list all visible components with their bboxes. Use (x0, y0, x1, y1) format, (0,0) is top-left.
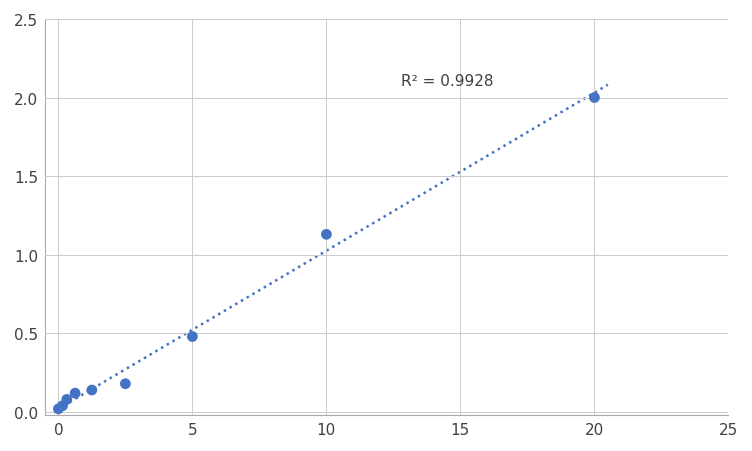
Point (186, 333, 199, 341)
Point (56, 402, 68, 410)
Point (86, 387, 98, 394)
Text: R² = 0.9928: R² = 0.9928 (402, 74, 494, 89)
Point (320, 231, 332, 239)
Point (53, 405, 65, 413)
Point (120, 380, 132, 387)
Point (69, 390, 81, 397)
Point (589, 95, 601, 102)
Point (61, 396, 73, 403)
